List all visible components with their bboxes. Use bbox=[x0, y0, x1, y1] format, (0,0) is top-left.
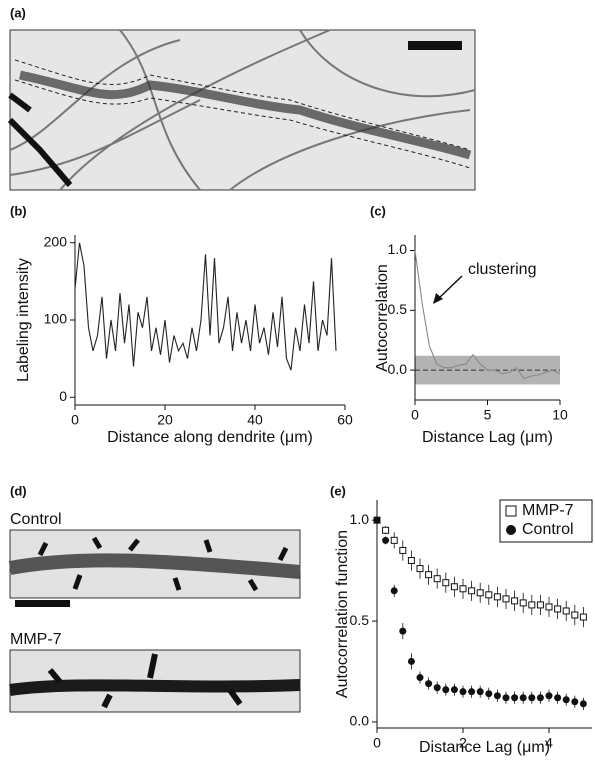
x-tick-label: 20 bbox=[157, 412, 173, 428]
point bbox=[554, 694, 562, 702]
y-axis-label: Labeling intensity bbox=[15, 258, 32, 382]
point bbox=[562, 696, 570, 704]
x-tick-label: 10 bbox=[552, 407, 568, 423]
annotation-arrow bbox=[436, 275, 463, 301]
y-tick-label: 1.0 bbox=[388, 241, 408, 257]
micrograph-mmp7 bbox=[9, 649, 301, 713]
point bbox=[390, 536, 398, 544]
point bbox=[545, 692, 553, 700]
point bbox=[476, 688, 484, 696]
y-tick-label: 1.0 bbox=[350, 511, 370, 527]
point bbox=[519, 599, 527, 607]
x-tick-label: 0 bbox=[373, 735, 381, 751]
point bbox=[571, 611, 579, 619]
point bbox=[433, 575, 441, 583]
point bbox=[536, 694, 544, 702]
x-tick-label: 4 bbox=[545, 735, 553, 751]
point bbox=[493, 593, 501, 601]
point bbox=[579, 613, 587, 621]
point bbox=[536, 601, 544, 609]
panel-label: (d) bbox=[10, 483, 27, 498]
legend-label: MMP-7 bbox=[522, 502, 574, 519]
point bbox=[459, 688, 467, 696]
micrograph-control bbox=[8, 529, 301, 607]
legend-label: Control bbox=[522, 521, 574, 538]
point bbox=[528, 694, 536, 702]
point bbox=[442, 579, 450, 587]
y-tick-label: 200 bbox=[44, 233, 68, 249]
y-tick-label: 0.0 bbox=[350, 713, 370, 729]
x-axis-label: Distance Lag (μm) bbox=[419, 739, 550, 756]
panel-label: (b) bbox=[10, 203, 27, 218]
point bbox=[425, 571, 433, 579]
annotation: clustering bbox=[468, 261, 536, 278]
point bbox=[502, 694, 510, 702]
x-axis-label: Distance Lag (μm) bbox=[422, 429, 553, 446]
point bbox=[450, 583, 458, 591]
point bbox=[399, 546, 407, 554]
point bbox=[493, 692, 501, 700]
panel-label: (e) bbox=[330, 483, 346, 498]
panel-label: (a) bbox=[10, 5, 26, 20]
x-tick-label: 5 bbox=[484, 407, 492, 423]
point bbox=[382, 526, 390, 534]
data-line bbox=[74, 242, 337, 371]
x-tick-label: 2 bbox=[459, 735, 467, 751]
point bbox=[382, 536, 390, 544]
point bbox=[468, 688, 476, 696]
point bbox=[468, 587, 476, 595]
arrow-head bbox=[433, 293, 443, 304]
point bbox=[562, 607, 570, 615]
y-tick-label: 0.5 bbox=[350, 612, 370, 628]
point bbox=[399, 627, 407, 635]
point bbox=[407, 657, 415, 665]
point bbox=[373, 516, 381, 524]
x-tick-label: 0 bbox=[411, 407, 419, 423]
point bbox=[554, 605, 562, 613]
point bbox=[485, 591, 493, 599]
point bbox=[545, 603, 553, 611]
panel-label: (c) bbox=[370, 203, 386, 218]
x-tick-label: 0 bbox=[71, 412, 79, 428]
point bbox=[579, 700, 587, 708]
point bbox=[390, 587, 398, 595]
y-tick-label: 0.5 bbox=[388, 301, 408, 317]
micrograph-a bbox=[7, 29, 476, 191]
point bbox=[433, 684, 441, 692]
x-tick-label: 60 bbox=[337, 412, 353, 428]
legend-marker bbox=[505, 505, 517, 517]
point bbox=[416, 674, 424, 682]
point bbox=[459, 585, 467, 593]
point bbox=[571, 698, 579, 706]
data-line bbox=[414, 250, 561, 380]
x-axis-label: Distance along dendrite (μm) bbox=[107, 429, 313, 446]
y-axis-label: Autocorrelation bbox=[374, 264, 391, 372]
image-label: MMP-7 bbox=[10, 631, 62, 648]
point bbox=[416, 565, 424, 573]
point bbox=[502, 595, 510, 603]
point bbox=[450, 686, 458, 694]
point bbox=[407, 557, 415, 565]
point bbox=[511, 694, 519, 702]
y-axis-label: Autocorrelation function bbox=[334, 530, 351, 698]
point bbox=[442, 686, 450, 694]
point bbox=[476, 589, 484, 597]
point bbox=[485, 690, 493, 698]
point bbox=[519, 694, 527, 702]
legend-marker bbox=[506, 525, 516, 535]
x-tick-label: 40 bbox=[247, 412, 263, 428]
y-tick-label: 0.0 bbox=[388, 361, 408, 377]
point bbox=[511, 597, 519, 605]
y-tick-label: 0 bbox=[59, 388, 67, 404]
y-tick-label: 100 bbox=[44, 311, 68, 327]
point bbox=[528, 601, 536, 609]
point bbox=[425, 680, 433, 688]
image-label: Control bbox=[10, 511, 62, 528]
